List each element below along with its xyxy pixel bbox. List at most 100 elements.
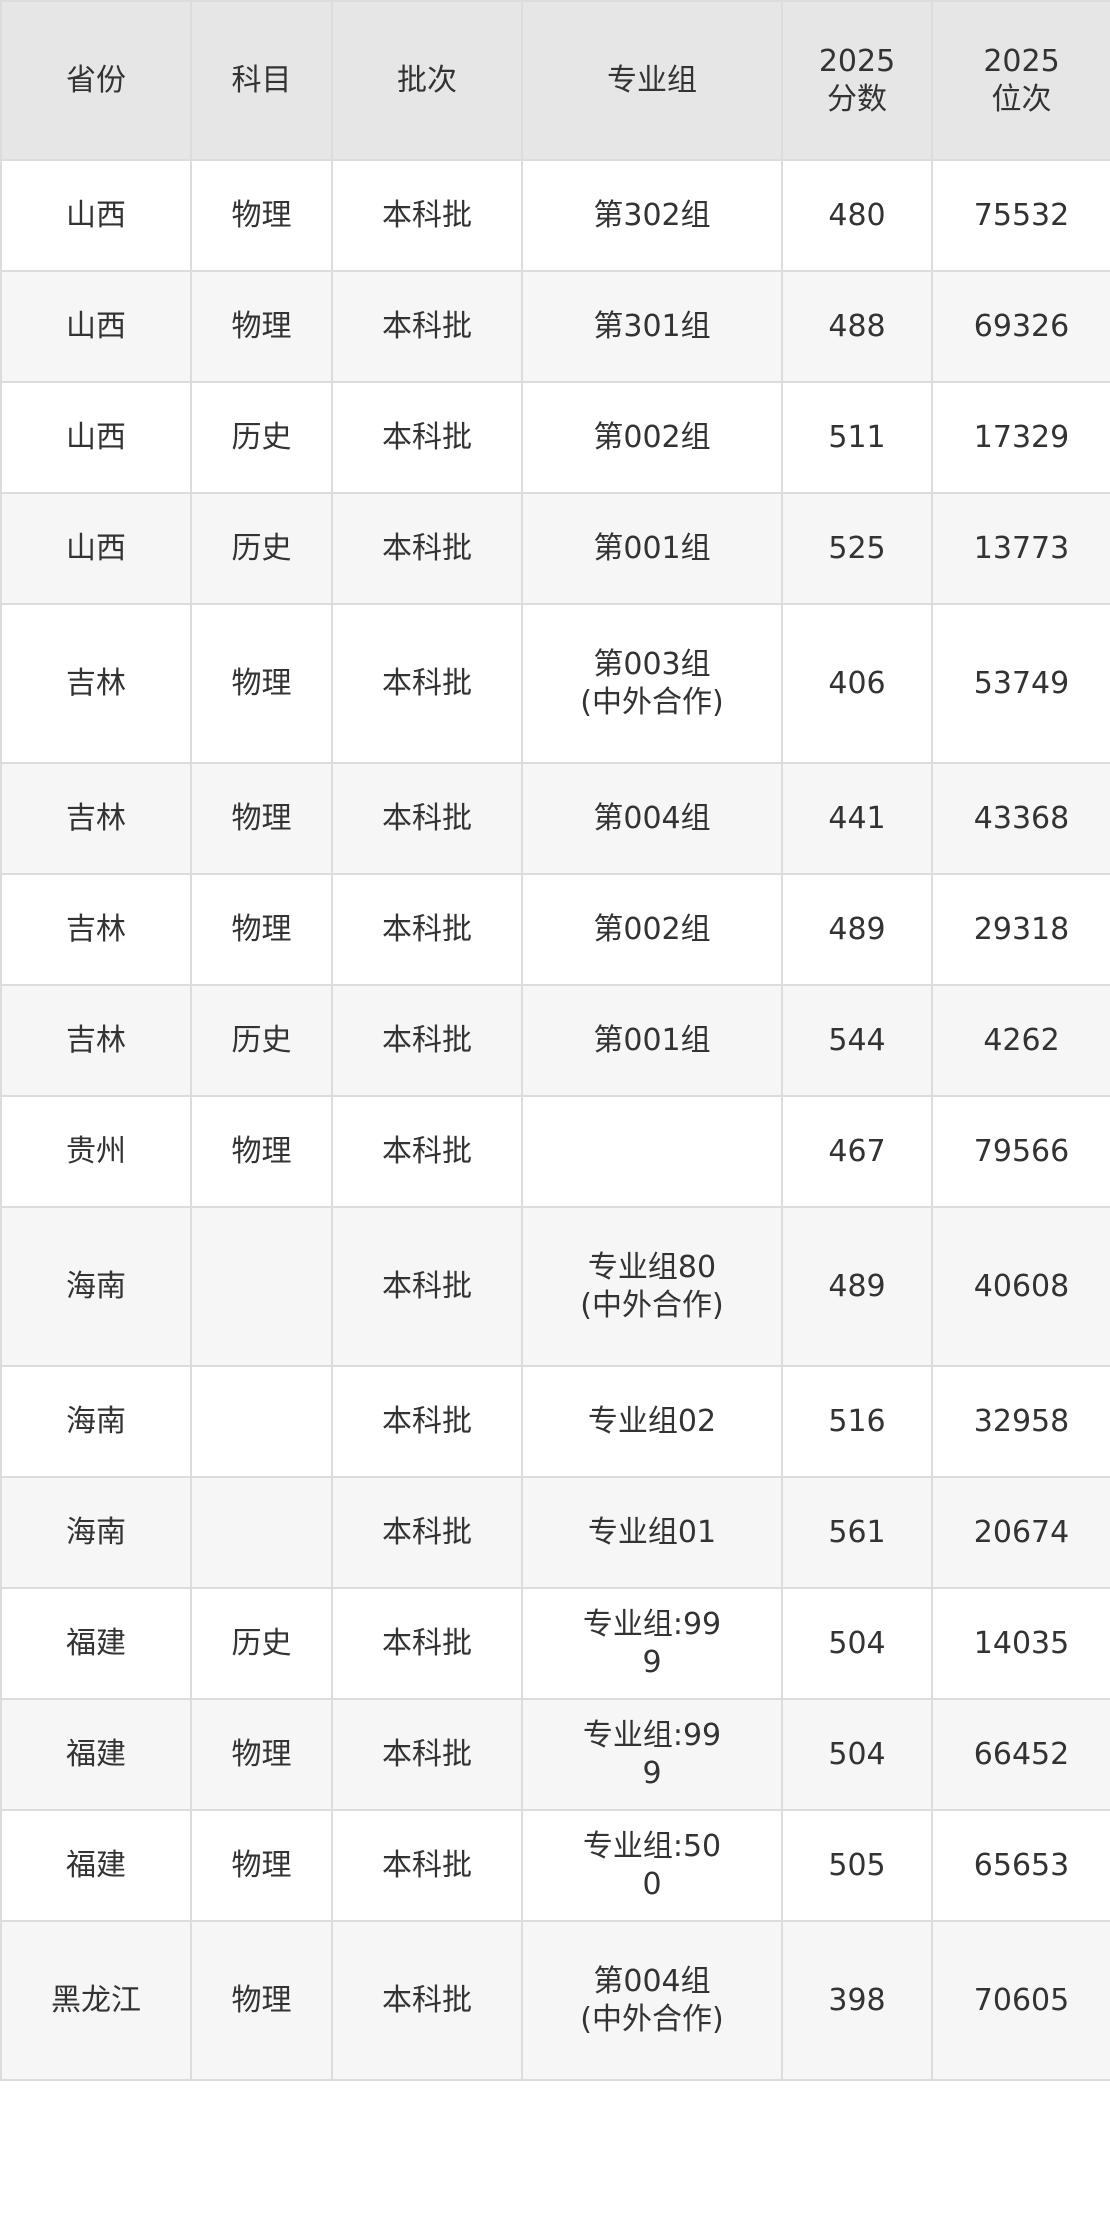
rank-text: 32958 bbox=[973, 1403, 1070, 1439]
cell-rank: 20674 bbox=[931, 1476, 1110, 1589]
cell-subject: 历史 bbox=[190, 381, 333, 494]
subject-text: 物理 bbox=[231, 911, 292, 947]
header-rank: 2025 位次 bbox=[931, 0, 1110, 161]
rank-text: 53749 bbox=[973, 665, 1070, 701]
table-row: 吉林 历史 本科批 第001组 544 4262 bbox=[0, 984, 1110, 1097]
cell-score: 525 bbox=[781, 492, 933, 605]
score-text: 480 bbox=[828, 197, 886, 233]
cell-province: 福建 bbox=[0, 1809, 192, 1922]
batch-text: 本科批 bbox=[382, 1514, 472, 1550]
cell-province: 贵州 bbox=[0, 1095, 192, 1208]
cell-major-group bbox=[521, 1095, 783, 1208]
cell-province: 山西 bbox=[0, 270, 192, 383]
province-text: 山西 bbox=[66, 419, 126, 455]
subject-text: 历史 bbox=[231, 530, 292, 566]
cell-major-group: 专业组02 bbox=[521, 1365, 783, 1478]
cell-score: 505 bbox=[781, 1809, 933, 1922]
cell-batch: 本科批 bbox=[331, 1095, 523, 1208]
major-group-text: 专业组02 bbox=[587, 1403, 717, 1439]
score-text: 398 bbox=[828, 1982, 886, 2018]
cell-subject: 物理 bbox=[190, 1920, 333, 2081]
cell-batch: 本科批 bbox=[331, 603, 523, 764]
major-group-text: 第002组 bbox=[593, 419, 711, 455]
cell-rank: 65653 bbox=[931, 1809, 1110, 1922]
subject-text: 历史 bbox=[231, 419, 292, 455]
cell-batch: 本科批 bbox=[331, 1698, 523, 1811]
cell-score: 398 bbox=[781, 1920, 933, 2081]
batch-text: 本科批 bbox=[382, 1625, 472, 1661]
rank-text: 17329 bbox=[973, 419, 1070, 455]
cell-major-group: 专业组:999 bbox=[521, 1587, 783, 1700]
cell-province: 山西 bbox=[0, 381, 192, 494]
major-group-text: 第301组 bbox=[593, 308, 711, 344]
cell-rank: 75532 bbox=[931, 159, 1110, 272]
province-text: 山西 bbox=[66, 308, 126, 344]
batch-text: 本科批 bbox=[382, 1847, 472, 1883]
cell-province: 福建 bbox=[0, 1587, 192, 1700]
cell-score: 504 bbox=[781, 1698, 933, 1811]
subject-text: 物理 bbox=[231, 1736, 292, 1772]
subject-text: 物理 bbox=[231, 1982, 292, 2018]
header-score: 2025 分数 bbox=[781, 0, 933, 161]
cell-province: 吉林 bbox=[0, 603, 192, 764]
table-row: 吉林 物理 本科批 第004组 441 43368 bbox=[0, 762, 1110, 875]
cell-score: 489 bbox=[781, 873, 933, 986]
cell-rank: 17329 bbox=[931, 381, 1110, 494]
province-text: 海南 bbox=[66, 1403, 126, 1439]
rank-text: 29318 bbox=[973, 911, 1070, 947]
cell-batch: 本科批 bbox=[331, 492, 523, 605]
rank-text: 40608 bbox=[973, 1268, 1070, 1304]
batch-text: 本科批 bbox=[382, 1022, 472, 1058]
table-row: 海南 本科批 专业组02 516 32958 bbox=[0, 1365, 1110, 1478]
table-body: 山西 物理 本科批 第302组 480 75532 山西 物理 本科批 第301组 488 69326… bbox=[0, 159, 1110, 2081]
province-text: 吉林 bbox=[66, 665, 126, 701]
rank-text: 14035 bbox=[973, 1625, 1070, 1661]
province-text: 吉林 bbox=[66, 1022, 126, 1058]
cell-major-group: 第004组 bbox=[521, 762, 783, 875]
cell-major-group: 第301组 bbox=[521, 270, 783, 383]
cell-rank: 69326 bbox=[931, 270, 1110, 383]
cell-score: 488 bbox=[781, 270, 933, 383]
table-row: 黑龙江 物理 本科批 第004组(中外合作) 398 70605 bbox=[0, 1920, 1110, 2081]
table-row: 山西 历史 本科批 第001组 525 13773 bbox=[0, 492, 1110, 605]
province-text: 吉林 bbox=[66, 911, 126, 947]
table-row: 吉林 物理 本科批 第002组 489 29318 bbox=[0, 873, 1110, 986]
cell-score: 441 bbox=[781, 762, 933, 875]
cell-subject: 物理 bbox=[190, 270, 333, 383]
cell-batch: 本科批 bbox=[331, 762, 523, 875]
score-text: 505 bbox=[828, 1847, 886, 1883]
province-text: 吉林 bbox=[66, 800, 126, 836]
province-text: 黑龙江 bbox=[51, 1982, 141, 2018]
province-text: 贵州 bbox=[66, 1133, 126, 1169]
province-text: 山西 bbox=[66, 197, 126, 233]
admission-score-table: 省份 科目 批次 专业组 2025 分数 2025 位次 山西 物理 本科批 第302… bbox=[0, 0, 1110, 2081]
table-row: 海南 本科批 专业组01 561 20674 bbox=[0, 1476, 1110, 1589]
cell-rank: 66452 bbox=[931, 1698, 1110, 1811]
header-row: 省份 科目 批次 专业组 2025 分数 2025 位次 bbox=[0, 0, 1110, 161]
subject-text: 物理 bbox=[231, 1847, 292, 1883]
cell-batch: 本科批 bbox=[331, 984, 523, 1097]
score-text: 525 bbox=[828, 530, 886, 566]
major-group-text: 第001组 bbox=[593, 1022, 711, 1058]
province-text: 山西 bbox=[66, 530, 126, 566]
cell-score: 516 bbox=[781, 1365, 933, 1478]
province-text: 福建 bbox=[66, 1625, 126, 1661]
batch-text: 本科批 bbox=[382, 665, 472, 701]
cell-rank: 4262 bbox=[931, 984, 1110, 1097]
score-text: 511 bbox=[828, 419, 886, 455]
score-text: 489 bbox=[828, 1268, 886, 1304]
cell-score: 406 bbox=[781, 603, 933, 764]
cell-score: 480 bbox=[781, 159, 933, 272]
cell-rank: 13773 bbox=[931, 492, 1110, 605]
cell-major-group: 专业组01 bbox=[521, 1476, 783, 1589]
rank-text: 69326 bbox=[973, 308, 1070, 344]
cell-batch: 本科批 bbox=[331, 1476, 523, 1589]
cell-rank: 79566 bbox=[931, 1095, 1110, 1208]
score-text: 406 bbox=[828, 665, 886, 701]
cell-batch: 本科批 bbox=[331, 270, 523, 383]
major-group-text: 第003组(中外合作) bbox=[580, 646, 724, 720]
cell-subject: 物理 bbox=[190, 603, 333, 764]
rank-text: 70605 bbox=[973, 1982, 1070, 2018]
table-row: 福建 历史 本科批 专业组:999 504 14035 bbox=[0, 1587, 1110, 1700]
cell-batch: 本科批 bbox=[331, 159, 523, 272]
